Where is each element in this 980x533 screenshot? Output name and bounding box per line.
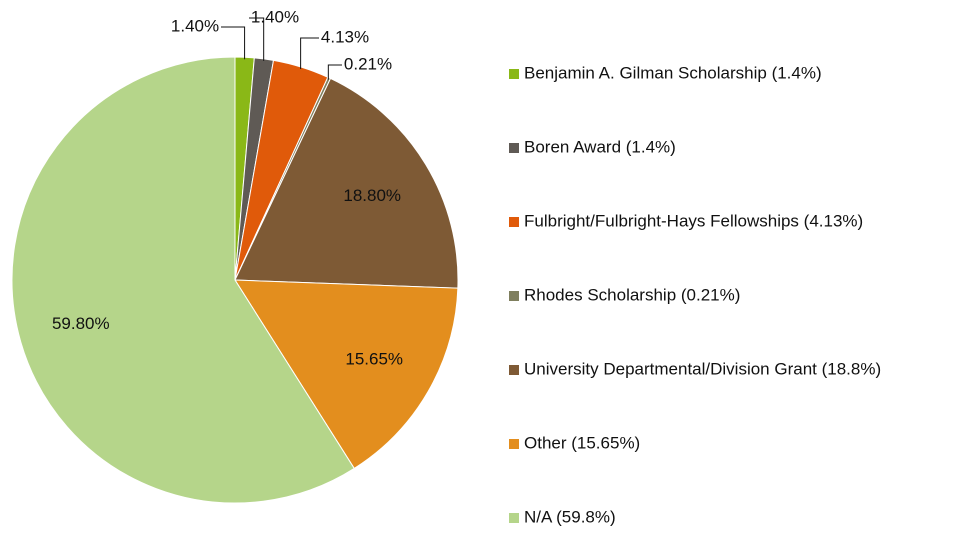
legend-swatch [509,513,519,523]
leader-line [249,17,265,61]
pie-slice [234,279,459,470]
data-label: 59.80% [52,314,110,333]
legend-swatch [509,217,519,227]
pie-slice [11,56,355,504]
data-label: 4.13% [321,27,369,46]
data-label: 15.65% [345,349,403,368]
data-label: 0.21% [344,54,392,73]
leader-line [221,26,246,60]
legend-swatch [509,439,519,449]
legend-label: Rhodes Scholarship (0.21%) [524,285,740,304]
legend-swatch [509,365,519,375]
data-label: 1.40% [251,7,299,26]
legend-label: University Departmental/Division Grant (… [524,359,881,378]
data-label: 18.80% [343,186,401,205]
legend-label: N/A (59.8%) [524,507,616,526]
data-label: 1.40% [171,16,219,35]
pie-slice [234,77,459,289]
leader-line [300,37,319,69]
legend-swatch [509,143,519,153]
legend-label: Boren Award (1.4%) [524,137,676,156]
leader-line [327,64,342,80]
legend-label: Fulbright/Fulbright-Hays Fellowships (4.… [524,211,863,230]
legend-swatch [509,291,519,301]
legend-swatch [509,69,519,79]
legend-label: Other (15.65%) [524,433,640,452]
legend-label: Benjamin A. Gilman Scholarship (1.4%) [524,63,822,82]
